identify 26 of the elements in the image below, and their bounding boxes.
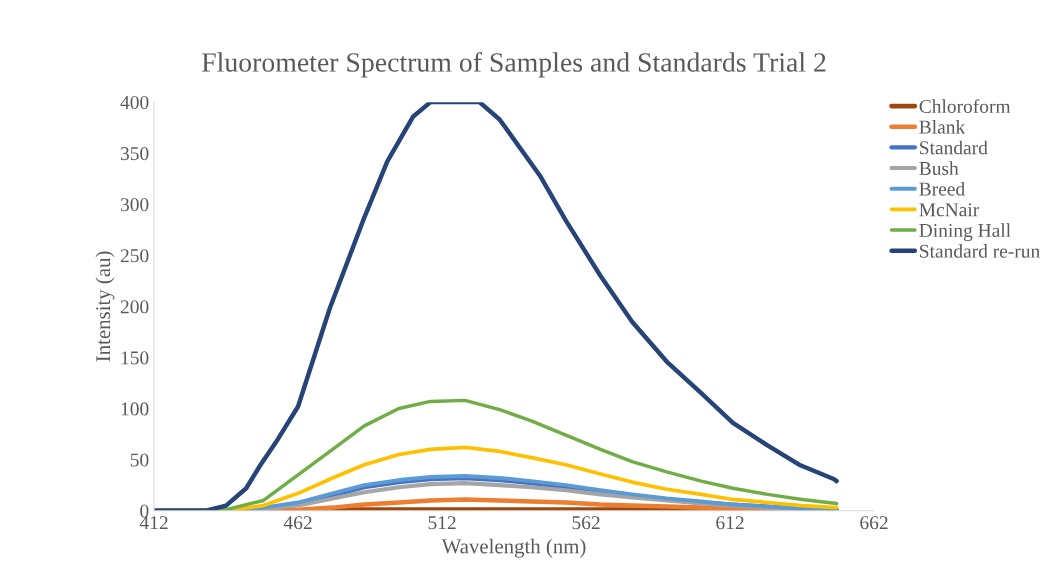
x-tick-label: 462 (283, 516, 312, 530)
y-tick-label: 200 (120, 300, 149, 314)
x-tick-label: 612 (716, 516, 744, 530)
y-tick-label: 400 (120, 95, 149, 110)
x-axis-title: Wavelength (nm) (441, 538, 586, 558)
y-tick-label: 250 (120, 249, 149, 263)
legend-label: Bush (919, 161, 959, 176)
y-axis-title: Intensity (au) (95, 251, 115, 362)
legend-label: Standard (920, 140, 988, 155)
x-tick-label: 412 (139, 516, 168, 530)
legend-label: McNair (919, 203, 980, 217)
y-tick-label: 300 (120, 198, 149, 212)
legend-label: Dining Hall (919, 223, 1011, 242)
y-tick-label: 100 (121, 402, 149, 416)
x-tick-label: 662 (860, 516, 888, 530)
y-tick-label: 150 (121, 351, 149, 365)
y-tick-label: 0 (140, 504, 149, 518)
y-tick-label: 50 (130, 453, 149, 467)
legend-label: Chloroform (919, 99, 1011, 114)
legend-label: Blank (919, 120, 966, 134)
chart-title: Fluorometer Spectrum of Samples and Standards Trial 2 (201, 52, 826, 78)
x-tick-label: 562 (572, 516, 600, 530)
x-tick-label: 512 (428, 516, 456, 530)
y-tick-label: 350 (120, 147, 149, 161)
legend-label: Breed (919, 182, 965, 196)
legend-label: Standard re-run (920, 244, 1040, 258)
